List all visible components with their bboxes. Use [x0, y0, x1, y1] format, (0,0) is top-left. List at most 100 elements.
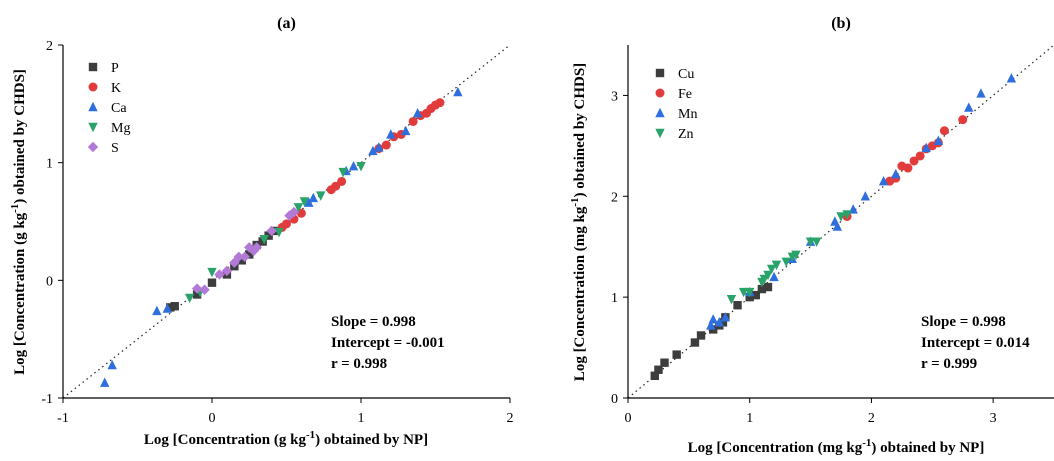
panel-b-point-mn [708, 314, 718, 324]
panel-a-legend-label-mg: Mg [111, 121, 130, 136]
panel-b-point-mn [964, 102, 974, 112]
panel-a-legend-marker-k [88, 82, 98, 92]
panel-a-y-axis-label: Log [Concentration (g kg-1) obtained by … [9, 69, 28, 375]
panel-a-point-mg [299, 197, 310, 207]
panel-b-point-zn [763, 270, 773, 281]
panel-b-legend: Cu Fe Mn Zn [655, 67, 697, 142]
panel-a-point-s [288, 206, 300, 218]
panel-b-point-mn [1006, 73, 1017, 83]
panel-b-x-tick-label: 3 [990, 411, 997, 426]
panel-a-point-p [237, 256, 246, 265]
panel-a-x-tick-label: -1 [57, 411, 69, 426]
panel-b-legend-marker-zn [655, 128, 665, 139]
panel-b-point-fe [909, 156, 919, 166]
panel-a-title: (a) [277, 15, 296, 32]
panel-b-point-fe [903, 163, 913, 173]
panel-b-legend-marker-cu [655, 68, 665, 78]
panel-b-point-zn [811, 237, 822, 247]
panel-b-series-zn [726, 210, 852, 305]
panel-a-point-ca [386, 129, 396, 139]
panel-b-stat-line: Slope = 0.998 [921, 314, 1006, 330]
panel-a-point-ca [304, 197, 314, 207]
panel-a-y-tick-label: -1 [41, 392, 53, 407]
panel-b-legend-label-fe: Fe [678, 87, 692, 102]
panel-a-series-ca [100, 86, 463, 387]
panel-a-point-mg [338, 167, 348, 178]
panel-b-point-zn [805, 237, 816, 247]
panel-b-point-mn [714, 317, 724, 327]
panel-b-legend-label-cu: Cu [678, 67, 694, 82]
panel-b-point-cu [650, 371, 659, 381]
panel-a-point-s [191, 283, 203, 294]
panel-a-point-ca [152, 305, 162, 316]
panel-b-point-fe [915, 151, 925, 161]
panel-b-point-mn [706, 320, 716, 330]
panel-a-point-ca [100, 377, 110, 387]
panel-a-point-s [233, 251, 245, 262]
panel-b-point-mn [860, 191, 871, 201]
panel-a-point-s [221, 265, 233, 277]
panel-a-point-p [166, 303, 175, 312]
panel-a-point-ca [368, 145, 378, 156]
panel-a-point-mg [274, 227, 284, 238]
panel-b-reference-line [627, 44, 1054, 399]
panel-b-point-zn [726, 294, 737, 305]
panel-a-legend: PK Ca Mg S [87, 61, 130, 156]
panel-a-point-mg [259, 234, 269, 245]
panel-b-title: (b) [831, 15, 851, 32]
panel-a-legend-label-s: S [111, 141, 119, 156]
panel-a-legend-marker-ca [88, 101, 98, 112]
panel-b-x-tick-label: 1 [746, 411, 753, 426]
panel-b-point-mn [878, 175, 889, 186]
panel-b-point-zn [766, 264, 777, 275]
panel-b-point-mn [720, 312, 731, 322]
panel-b-point-zn [842, 210, 852, 220]
panel-a-point-p [264, 231, 273, 240]
panel-b-y-tick-label: 3 [611, 89, 618, 104]
panel-a-point-ca [308, 192, 319, 203]
panel-a-legend-label-p: P [111, 61, 119, 76]
panel-b-point-cu [654, 365, 663, 374]
panel-a-legend-marker-mg [88, 122, 98, 133]
panel-b-point-mn [769, 271, 779, 282]
panel-b-point-fe [958, 115, 968, 125]
panel-b-stat-line: r = 0.999 [921, 356, 977, 372]
panel-a-series-mg [184, 161, 366, 304]
panel-a-stat-line: Slope = 0.998 [331, 314, 416, 330]
panel-b-point-mn [976, 88, 986, 98]
panel-a-x-tick-label: 0 [209, 411, 216, 426]
panel-b-legend-marker-fe [655, 88, 665, 98]
panel-a-point-k [408, 116, 418, 126]
panel-a-point-ca [348, 160, 359, 171]
panel-b-point-cu [751, 290, 760, 300]
panel-a-point-k [435, 98, 445, 108]
panel-a-point-s [266, 225, 277, 237]
panel-b-series-cu [650, 282, 773, 381]
panel-a-series-s [191, 206, 300, 295]
panel-b-point-zn [771, 260, 782, 271]
panel-a-point-k [282, 219, 291, 229]
panel-a-point-mg [316, 191, 326, 201]
panel-b-point-mn [933, 135, 944, 146]
panel-a-y-tick-label: 2 [46, 39, 53, 54]
panel-a-point-ca [107, 359, 117, 370]
panel-b-point-cu [763, 282, 773, 292]
panel-b-point-zn [738, 287, 749, 298]
panel-a-x-tick-label: 1 [358, 411, 365, 426]
panel-b-series-fe [842, 115, 968, 221]
panel-a-legend-marker-s [87, 141, 99, 153]
panel-b-legend-label-zn: Zn [678, 127, 694, 142]
panel-a-y-tick-label: 0 [46, 274, 53, 289]
panel-b-x-axis-label: Log [Concentration (mg kg-1) obtained by… [688, 437, 985, 456]
panel-b-legend-label-mn: Mn [678, 107, 697, 122]
panel-b-point-zn [836, 212, 846, 222]
panel-b-point-cu [660, 358, 669, 367]
panel-a-series-k [277, 98, 445, 232]
panel-a-y-tick-label: 1 [46, 157, 53, 172]
panel-a-point-p [207, 278, 217, 287]
panel-a-point-p [170, 302, 179, 311]
panel-a-legend-marker-p [88, 62, 98, 72]
panel-a-legend-label-k: K [111, 81, 121, 96]
panel-b-stat-line: Intercept = 0.014 [921, 335, 1030, 351]
